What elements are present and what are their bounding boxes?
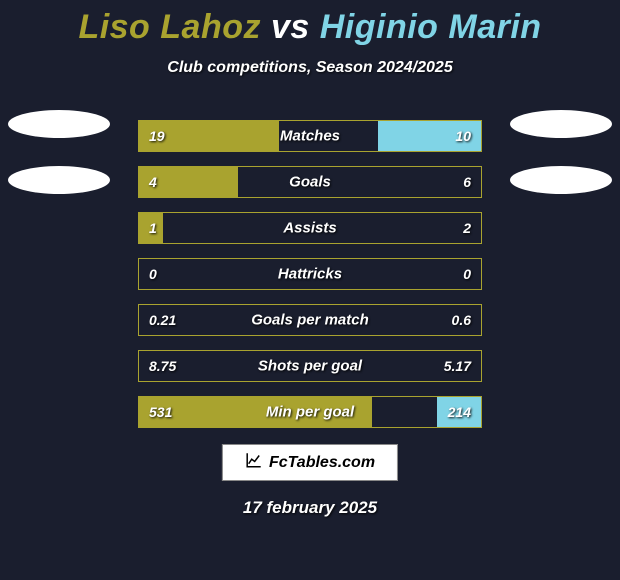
- stat-row: 8.755.17Shots per goal: [138, 350, 482, 382]
- player1-name: Liso Lahoz: [78, 8, 261, 46]
- date-text: 17 february 2025: [0, 498, 620, 518]
- chart-icon: [245, 451, 263, 474]
- stat-label: Goals per match: [139, 312, 481, 329]
- player2-club-placeholder: [510, 166, 612, 194]
- player2-photo-placeholder: [510, 110, 612, 138]
- stat-label: Hattricks: [139, 266, 481, 283]
- player1-photo-placeholder: [8, 110, 110, 138]
- player1-avatar-col: [4, 110, 114, 194]
- comparison-title: Liso Lahoz vs Higinio Marin: [0, 0, 620, 47]
- stat-row: 531214Min per goal: [138, 396, 482, 428]
- stat-row: 1910Matches: [138, 120, 482, 152]
- stat-row: 12Assists: [138, 212, 482, 244]
- stat-row: 46Goals: [138, 166, 482, 198]
- branding-text: FcTables.com: [269, 454, 375, 472]
- stat-label: Matches: [139, 128, 481, 145]
- player2-avatar-col: [506, 110, 616, 194]
- subtitle: Club competitions, Season 2024/2025: [0, 59, 620, 77]
- stat-label: Min per goal: [139, 404, 481, 421]
- stat-label: Shots per goal: [139, 358, 481, 375]
- branding-badge: FcTables.com: [222, 444, 398, 481]
- stat-label: Goals: [139, 174, 481, 191]
- stats-container: 1910Matches 46Goals 12Assists 00Hattricks 0.…: [138, 120, 482, 428]
- player2-name: Higinio Marin: [320, 8, 542, 46]
- stat-label: Assists: [139, 220, 481, 237]
- player1-club-placeholder: [8, 166, 110, 194]
- vs-text: vs: [271, 8, 310, 46]
- stat-row: 00Hattricks: [138, 258, 482, 290]
- stat-row: 0.210.6Goals per match: [138, 304, 482, 336]
